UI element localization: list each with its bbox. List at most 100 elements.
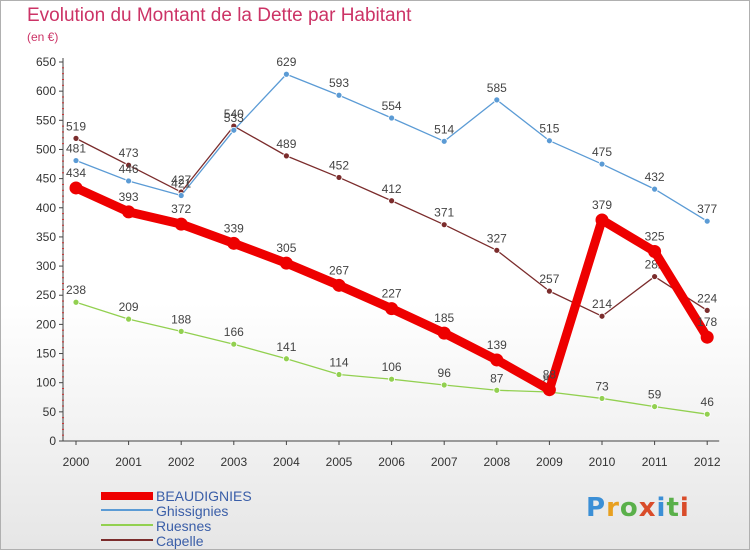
data-label-capelle: 452 — [329, 158, 349, 172]
data-point-ruesnes — [282, 355, 290, 363]
data-point-beaudignies — [437, 326, 451, 340]
legend-swatch — [101, 524, 153, 526]
x-tick-label: 2012 — [694, 455, 721, 469]
data-point-ghissignies — [388, 114, 396, 122]
data-label-capelle: 473 — [119, 146, 139, 160]
logo-letter: t — [666, 493, 680, 523]
y-tick-label: 400 — [36, 201, 56, 215]
data-label-capelle: 214 — [592, 297, 612, 311]
data-point-ghissignies — [335, 91, 343, 99]
y-tick-label: 500 — [36, 142, 56, 156]
data-point-ruesnes — [125, 315, 132, 323]
data-label-beaudignies: 185 — [434, 311, 454, 325]
y-tick-label: 50 — [43, 405, 57, 419]
data-label-capelle: 427 — [171, 173, 191, 187]
data-point-beaudignies — [700, 330, 714, 344]
data-label-capelle: 224 — [697, 291, 717, 305]
data-label-ghissignies: 554 — [382, 99, 402, 113]
x-tick-label: 2007 — [431, 455, 458, 469]
data-point-capelle — [651, 273, 658, 280]
data-point-ghissignies — [177, 192, 185, 199]
data-label-ghissignies: 593 — [329, 76, 349, 90]
legend-label: Ghissignies — [156, 503, 229, 519]
y-tick-label: 250 — [36, 288, 56, 302]
data-point-capelle — [125, 161, 132, 169]
data-point-beaudignies — [490, 353, 504, 367]
y-tick-label: 100 — [36, 376, 56, 390]
data-label-beaudignies: 372 — [171, 202, 191, 216]
data-label-beaudignies: 393 — [119, 190, 139, 204]
data-point-ghissignies — [282, 70, 290, 78]
data-point-beaudignies — [174, 217, 188, 231]
data-point-beaudignies — [648, 245, 662, 258]
data-label-ruesnes: 141 — [276, 340, 296, 354]
data-point-beaudignies — [227, 236, 241, 250]
data-label-ruesnes: 238 — [66, 283, 86, 297]
y-tick-label: 0 — [49, 434, 56, 448]
data-label-beaudignies: 227 — [382, 287, 402, 301]
y-tick-label: 350 — [36, 230, 56, 244]
x-tick-label: 2011 — [642, 455, 668, 469]
data-point-capelle — [282, 152, 290, 160]
data-label-ghissignies: 377 — [697, 202, 717, 216]
data-point-capelle — [440, 221, 448, 229]
data-label-ruesnes: 106 — [382, 360, 402, 374]
data-label-ghissignies: 533 — [224, 111, 244, 125]
data-label-ruesnes: 114 — [329, 356, 348, 370]
logo-letter: o — [619, 493, 639, 523]
y-tick-label: 150 — [36, 347, 56, 361]
chart-subtitle: (en €) — [27, 30, 59, 44]
data-point-ghissignies — [230, 126, 238, 134]
data-point-ruesnes — [598, 395, 606, 402]
data-label-ghissignies: 446 — [119, 162, 139, 176]
logo-letter: r — [606, 493, 620, 523]
data-point-capelle — [546, 287, 553, 295]
legend-label: BEAUDIGNIES — [156, 488, 252, 504]
data-label-ghissignies: 432 — [645, 170, 665, 184]
data-label-beaudignies: 339 — [224, 221, 244, 235]
logo-letter: i — [656, 493, 667, 523]
data-point-ghissignies — [598, 160, 606, 168]
data-point-ruesnes — [335, 371, 343, 378]
data-label-ruesnes: 166 — [224, 325, 244, 339]
data-point-ruesnes — [177, 327, 185, 335]
data-label-ghissignies: 585 — [487, 81, 507, 95]
data-label-ruesnes: 188 — [171, 312, 191, 326]
logo-letter: x — [638, 493, 657, 523]
data-label-ghissignies: 514 — [434, 122, 454, 136]
y-tick-label: 650 — [36, 55, 56, 69]
y-tick-label: 600 — [36, 84, 56, 98]
data-point-ghissignies — [493, 96, 501, 104]
data-point-beaudignies — [279, 256, 293, 270]
legend-swatch — [101, 492, 153, 500]
data-point-ghissignies — [72, 157, 80, 164]
data-point-ruesnes — [230, 340, 238, 348]
data-label-beaudignies: 325 — [645, 230, 665, 244]
legend-label: Ruesnes — [156, 518, 212, 534]
data-label-ruesnes: 96 — [438, 366, 452, 380]
data-label-ghissignies: 421 — [171, 177, 191, 191]
data-point-beaudignies — [332, 278, 346, 292]
data-point-beaudignies — [385, 302, 399, 316]
x-tick-label: 2001 — [115, 455, 142, 469]
data-label-ruesnes: 73 — [595, 379, 609, 393]
data-label-beaudignies: 379 — [592, 198, 612, 212]
data-point-beaudignies — [595, 213, 609, 227]
data-point-ghissignies — [651, 185, 658, 193]
data-label-capelle: 489 — [276, 137, 296, 151]
data-point-ruesnes — [493, 386, 501, 394]
data-label-ghissignies: 515 — [539, 122, 559, 136]
x-tick-label: 2003 — [220, 455, 247, 469]
x-tick-label: 2009 — [536, 455, 563, 469]
data-point-capelle — [72, 134, 80, 142]
x-tick-label: 2000 — [63, 455, 90, 469]
data-label-capelle: 327 — [487, 231, 507, 245]
chart-title: Evolution du Montant de la Dette par Hab… — [27, 5, 412, 26]
y-tick-label: 300 — [36, 259, 56, 273]
data-label-ruesnes: 87 — [490, 371, 504, 385]
data-label-capelle: 371 — [434, 206, 454, 220]
data-label-beaudignies: 267 — [329, 263, 349, 277]
data-label-ghissignies: 629 — [276, 55, 296, 69]
y-tick-label: 200 — [36, 317, 56, 331]
